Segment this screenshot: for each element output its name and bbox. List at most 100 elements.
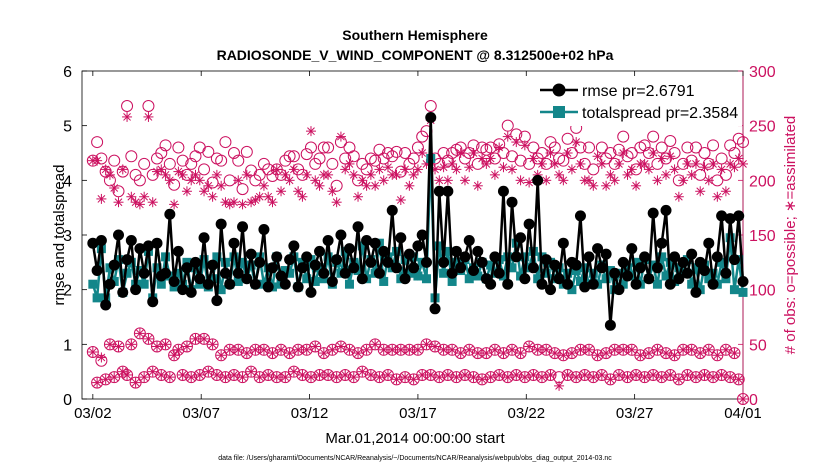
obs-assimilated-point (130, 377, 141, 388)
rmse-point (271, 251, 283, 263)
legend-label: rmse pr=2.6791 (582, 83, 695, 100)
rmse-point (207, 259, 219, 271)
totalspread-point (379, 276, 389, 286)
obs-assimilated-point (631, 369, 642, 380)
obs-assimilated-point (361, 180, 372, 191)
rmse-point (288, 240, 300, 252)
rmse-point (194, 273, 206, 285)
rmse-point (373, 267, 385, 279)
rmse-point (339, 267, 351, 279)
obs-possible-point (424, 99, 437, 112)
rmse-point (583, 251, 595, 263)
rmse-point (724, 213, 736, 225)
totalspread-point (139, 279, 149, 289)
obs-assimilated-point (695, 348, 706, 359)
obs-assimilated-point (716, 164, 727, 175)
obs-assimilated-point (485, 153, 496, 164)
obs-assimilated-point (181, 186, 192, 197)
rmse-point (523, 218, 535, 230)
rmse-point (296, 262, 308, 274)
rmse-point (596, 262, 608, 274)
totalspread-point (114, 255, 124, 265)
obs-possible-point (715, 152, 728, 165)
obs-assimilated-point (276, 344, 287, 355)
obs-possible-point (369, 338, 382, 351)
obs-assimilated-point (241, 169, 252, 180)
obs-assimilated-point (361, 344, 372, 355)
obs-assimilated-point (733, 374, 744, 385)
obs-assimilated-point (455, 148, 466, 158)
obs-possible-point (578, 368, 591, 381)
totalspread-point (451, 257, 461, 267)
rmse-point (352, 221, 364, 233)
obs-possible-point (583, 141, 596, 154)
obs-assimilated-point (96, 352, 107, 363)
obs-assimilated-point (357, 366, 368, 377)
obs-possible-point (108, 371, 121, 384)
obs-assimilated-point (109, 182, 120, 193)
rmse-point (318, 267, 330, 279)
rmse-point (639, 251, 651, 263)
rmse-point (249, 278, 261, 290)
obs-assimilated-point (87, 346, 98, 357)
obs-possible-point (484, 371, 497, 384)
obs-assimilated-point (288, 164, 299, 175)
obs-possible-point (219, 371, 232, 384)
rmse-point (553, 273, 565, 285)
obs-assimilated-point (353, 191, 364, 202)
rmse-point (399, 273, 411, 285)
obs-assimilated-point (592, 350, 603, 361)
obs-assimilated-point (220, 372, 231, 383)
obs-possible-point (304, 371, 317, 384)
totalspread-point (618, 279, 628, 289)
obs-possible-point (121, 99, 134, 112)
obs-assimilated-point (656, 153, 667, 164)
obs-assimilated-point (511, 137, 522, 148)
obs-assimilated-point (301, 344, 312, 355)
rmse-point (309, 259, 321, 271)
totalspread-point (421, 274, 431, 284)
obs-assimilated-point (511, 369, 522, 380)
obs-possible-point (347, 150, 360, 163)
rmse-point (130, 284, 142, 296)
obs-assimilated-point (549, 158, 560, 169)
obs-assimilated-point (151, 341, 162, 352)
obs-assimilated-point (678, 344, 689, 355)
obs-assimilated-point (353, 348, 364, 359)
rmse-point (331, 254, 343, 266)
obs-assimilated-point (524, 341, 535, 352)
obs-possible-point (198, 163, 211, 176)
obs-assimilated-point (417, 369, 428, 380)
rmse-point (279, 278, 291, 290)
obs-possible-point (518, 371, 531, 384)
obs-assimilated-point (464, 162, 475, 173)
x-tick-label: 04/01 (724, 405, 762, 422)
obs-assimilated-point (395, 344, 406, 355)
rmse-point (549, 259, 561, 271)
obs-assimilated-point (382, 369, 393, 380)
rmse-point (664, 278, 676, 290)
obs-possible-point (655, 141, 668, 154)
y-tick-label-right: 200 (749, 173, 776, 190)
obs-assimilated-point (613, 369, 624, 380)
rmse-point (690, 286, 702, 298)
obs-possible-point (698, 368, 711, 381)
obs-assimilated-point (348, 169, 359, 180)
obs-possible-point (527, 368, 540, 381)
rmse-point (142, 240, 154, 252)
obs-possible-point (647, 368, 660, 381)
obs-assimilated-point (584, 344, 595, 355)
obs-possible-point (121, 368, 134, 381)
rmse-point (647, 207, 659, 219)
rmse-point (100, 299, 112, 311)
obs-assimilated-point (417, 148, 428, 158)
rmse-point (720, 267, 732, 279)
obs-assimilated-point (104, 169, 115, 180)
totalspread-point (357, 241, 367, 251)
obs-possible-point (150, 340, 163, 353)
obs-assimilated-point (365, 369, 376, 380)
obs-possible-point (125, 338, 138, 351)
y-tick-label-right: 100 (749, 283, 776, 300)
totalspread-point (156, 279, 166, 289)
obs-assimilated-point (395, 195, 406, 206)
